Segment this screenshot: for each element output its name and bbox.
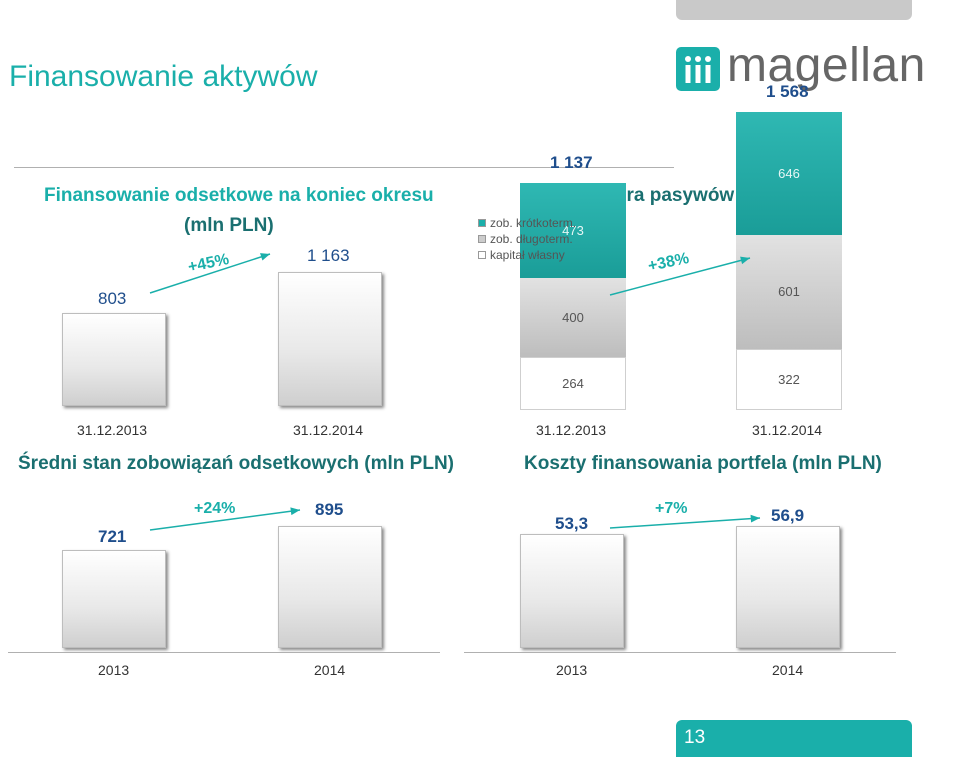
bar-1 — [278, 526, 382, 648]
segment-value-label-2-0: 473 — [562, 222, 584, 238]
growth-label: +24% — [194, 500, 236, 517]
stack-segment-zob--kr-tkoterm--1: 646 — [736, 111, 842, 235]
logo-icon — [676, 47, 720, 91]
growth-label: +38% — [646, 249, 691, 276]
legend-swatch-1 — [478, 235, 486, 243]
x-tick-label-1: 31.12.2014 — [752, 422, 823, 438]
value-label-0: 721 — [98, 527, 127, 546]
bar-0 — [62, 313, 166, 406]
bar-1 — [736, 526, 840, 648]
stack-segment-zob--kr-tkoterm--0: 473 — [520, 183, 626, 278]
legend-swatch-0 — [478, 219, 486, 227]
value-label-1: 1 163 — [307, 246, 350, 265]
page-number-box — [676, 720, 912, 757]
chart1-subtitle: (mln PLN) — [184, 215, 274, 236]
top-tab-decoration — [676, 0, 912, 20]
legend-swatch-2 — [478, 251, 486, 259]
legend-label-1: zob. długoterm. — [490, 232, 573, 246]
page-number: 13 — [684, 727, 706, 748]
x-tick-label-0: 2013 — [98, 662, 130, 678]
x-tick-label-1: 2014 — [772, 662, 804, 678]
stack-segment-kapita--w-asny-1: 322 — [736, 348, 842, 410]
value-label-0: 53,3 — [555, 514, 589, 533]
segment-value-label-2-1: 646 — [778, 165, 800, 181]
chart1-title: Finansowanie odsetkowe na koniec okresu — [44, 185, 434, 206]
total-label-0: 1 137 — [550, 153, 593, 173]
chart4-title: Koszty finansowania portfela (mln PLN) — [524, 453, 882, 474]
bar-0 — [520, 533, 624, 648]
stack-segment-kapita--w-asny-0: 264 — [520, 357, 626, 410]
x-tick-label-1: 31.12.2014 — [293, 422, 364, 438]
legend-label-0: zob. krótkoterm. — [490, 216, 577, 230]
bar-0 — [62, 549, 166, 648]
value-label-1: 895 — [315, 500, 344, 519]
segment-value-label-0-1: 322 — [778, 371, 800, 387]
value-label-1: 56,9 — [771, 506, 805, 525]
bar-1 — [278, 272, 382, 406]
legend-label-2: kapitał własny — [490, 248, 565, 262]
stack-segment-zob--d-ugoterm--1: 601 — [736, 234, 842, 349]
x-tick-label-0: 2013 — [556, 662, 588, 678]
total-label-1: 1 568 — [766, 81, 809, 101]
logo-text: magellan — [727, 39, 926, 92]
x-tick-label-0: 31.12.2013 — [536, 422, 607, 438]
page-title: Finansowanie aktywów — [9, 60, 318, 93]
x-axis-line — [464, 652, 896, 653]
x-tick-label-0: 31.12.2013 — [77, 422, 148, 438]
x-axis-line — [8, 652, 440, 653]
legend-item-1: zob. długoterm. — [478, 232, 573, 246]
value-label-0: 803 — [98, 289, 127, 308]
x-tick-label-1: 2014 — [314, 662, 346, 678]
segment-value-label-1-0: 400 — [562, 309, 584, 325]
segment-value-label-0-0: 264 — [562, 376, 584, 392]
growth-label: +7% — [655, 500, 688, 517]
chart3-title: Średni stan zobowiązań odsetkowych (mln … — [18, 453, 454, 474]
stack-segment-zob--d-ugoterm--0: 400 — [520, 277, 626, 358]
legend-item-2: kapitał własny — [478, 248, 565, 262]
header-divider — [14, 167, 674, 168]
segment-value-label-1-1: 601 — [778, 284, 800, 300]
legend-item-0: zob. krótkoterm. — [478, 216, 576, 230]
growth-label: +45% — [186, 250, 231, 277]
